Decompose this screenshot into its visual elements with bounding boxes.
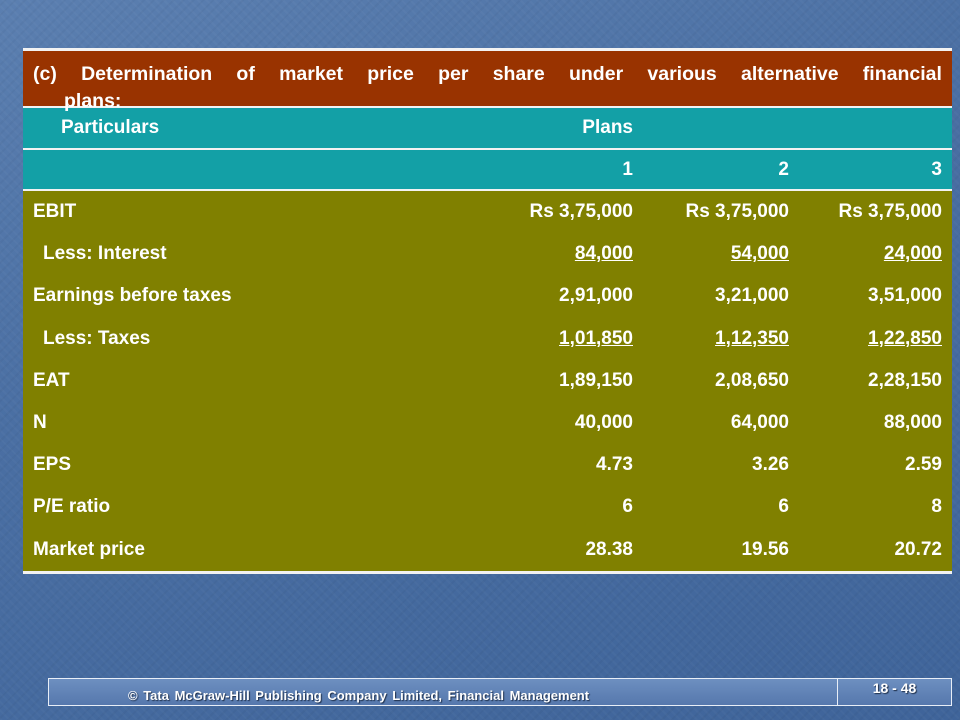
table-row: Less: Interest 84,000 54,000 24,000 xyxy=(23,233,952,275)
plan-3-value: 88,000 xyxy=(883,412,942,434)
row-label: Earnings before taxes xyxy=(33,285,232,307)
table-row: Earnings before taxes 2,91,000 3,21,000 … xyxy=(23,275,952,317)
plan-3-value: 1,22,850 xyxy=(868,327,942,349)
heading-word: Determination xyxy=(81,63,213,85)
plan-3-value: 24,000 xyxy=(883,243,942,265)
table-row: EPS 4.73 3.26 2.59 xyxy=(23,444,952,486)
table-row: EBIT Rs 3,75,000 Rs 3,75,000 Rs 3,75,000 xyxy=(23,191,952,233)
financial-plans-table: (c) Determination of market price per sh… xyxy=(23,48,952,574)
plan-number: 3 xyxy=(931,158,942,180)
plan-2-value: 1,12,350 xyxy=(715,327,789,349)
copyright-text: © Tata McGraw-Hill Publishing Company Li… xyxy=(48,678,838,706)
plan-1-value: 1,89,150 xyxy=(559,369,633,391)
plan-3-value: 8 xyxy=(931,496,942,518)
heading-word: alternative xyxy=(741,63,839,85)
plan-1-value: 84,000 xyxy=(574,243,633,265)
table-body: EBIT Rs 3,75,000 Rs 3,75,000 Rs 3,75,000… xyxy=(23,191,952,571)
table-row: N 40,000 64,000 88,000 xyxy=(23,402,952,444)
table-heading: (c) Determination of market price per sh… xyxy=(23,51,952,112)
empty-header-cell xyxy=(23,150,323,189)
plan-1-value: 40,000 xyxy=(574,412,633,434)
plan-3-value: 20.72 xyxy=(894,538,942,560)
plan-2-value: 6 xyxy=(778,496,789,518)
heading-word: per xyxy=(438,63,469,85)
plan-number: 2 xyxy=(778,158,789,180)
row-label: EPS xyxy=(33,454,72,476)
table-row: P/E ratio 6 6 8 xyxy=(23,486,952,528)
row-label: Less: Interest xyxy=(43,243,167,265)
plan-2-value: 2,08,650 xyxy=(715,369,789,391)
plan-2-value: Rs 3,75,000 xyxy=(685,201,789,223)
plan-2-value: 3.26 xyxy=(752,454,789,476)
particulars-header: Particulars xyxy=(61,117,160,138)
heading-word: various xyxy=(647,63,717,85)
plan-number-row: 1 2 3 xyxy=(23,150,952,191)
plan-2-value: 19.56 xyxy=(741,538,789,560)
plan-1-value: 1,01,850 xyxy=(559,327,633,349)
plan-3-value: 2,28,150 xyxy=(868,369,942,391)
plan-2-value: 3,21,000 xyxy=(715,285,789,307)
table-row: EAT 1,89,150 2,08,650 2,28,150 xyxy=(23,360,952,402)
row-label: N xyxy=(33,412,47,434)
heading-word: of xyxy=(236,63,255,85)
plan-1-value: Rs 3,75,000 xyxy=(529,201,633,223)
heading-word: market xyxy=(279,63,344,85)
heading-word: price xyxy=(367,63,414,85)
heading-line-1: (c) Determination of market price per sh… xyxy=(33,61,942,88)
plan-2-value: 64,000 xyxy=(730,412,789,434)
heading-word: financial xyxy=(862,63,942,85)
row-label: Less: Taxes xyxy=(43,327,151,349)
plan-1-value: 28.38 xyxy=(585,538,633,560)
heading-word: under xyxy=(568,63,624,85)
plan-number: 1 xyxy=(622,158,633,180)
heading-line-2: plans: xyxy=(64,90,122,112)
row-label: Market price xyxy=(33,538,145,560)
slide-number: 18 - 48 xyxy=(838,678,952,706)
plan-1-value: 2,91,000 xyxy=(559,285,633,307)
table-row: Less: Taxes 1,01,850 1,12,350 1,22,850 xyxy=(23,318,952,360)
heading-word: share xyxy=(492,63,545,85)
table-row: Market price 28.38 19.56 20.72 xyxy=(23,529,952,571)
heading-word: (c) xyxy=(33,63,57,85)
row-label: EAT xyxy=(33,369,70,391)
plan-3-value: 2.59 xyxy=(905,454,942,476)
row-label: P/E ratio xyxy=(33,496,111,518)
plan-1-value: 4.73 xyxy=(596,454,633,476)
row-label: EBIT xyxy=(33,201,77,223)
plan-3-value: 3,51,000 xyxy=(868,285,942,307)
plan-2-value: 54,000 xyxy=(730,243,789,265)
column-header-row: Particulars Plans xyxy=(23,108,952,150)
plan-1-value: 6 xyxy=(622,496,633,518)
plans-header: Plans xyxy=(582,117,633,138)
plan-3-value: Rs 3,75,000 xyxy=(838,201,942,223)
slide-footer: © Tata McGraw-Hill Publishing Company Li… xyxy=(48,678,952,706)
